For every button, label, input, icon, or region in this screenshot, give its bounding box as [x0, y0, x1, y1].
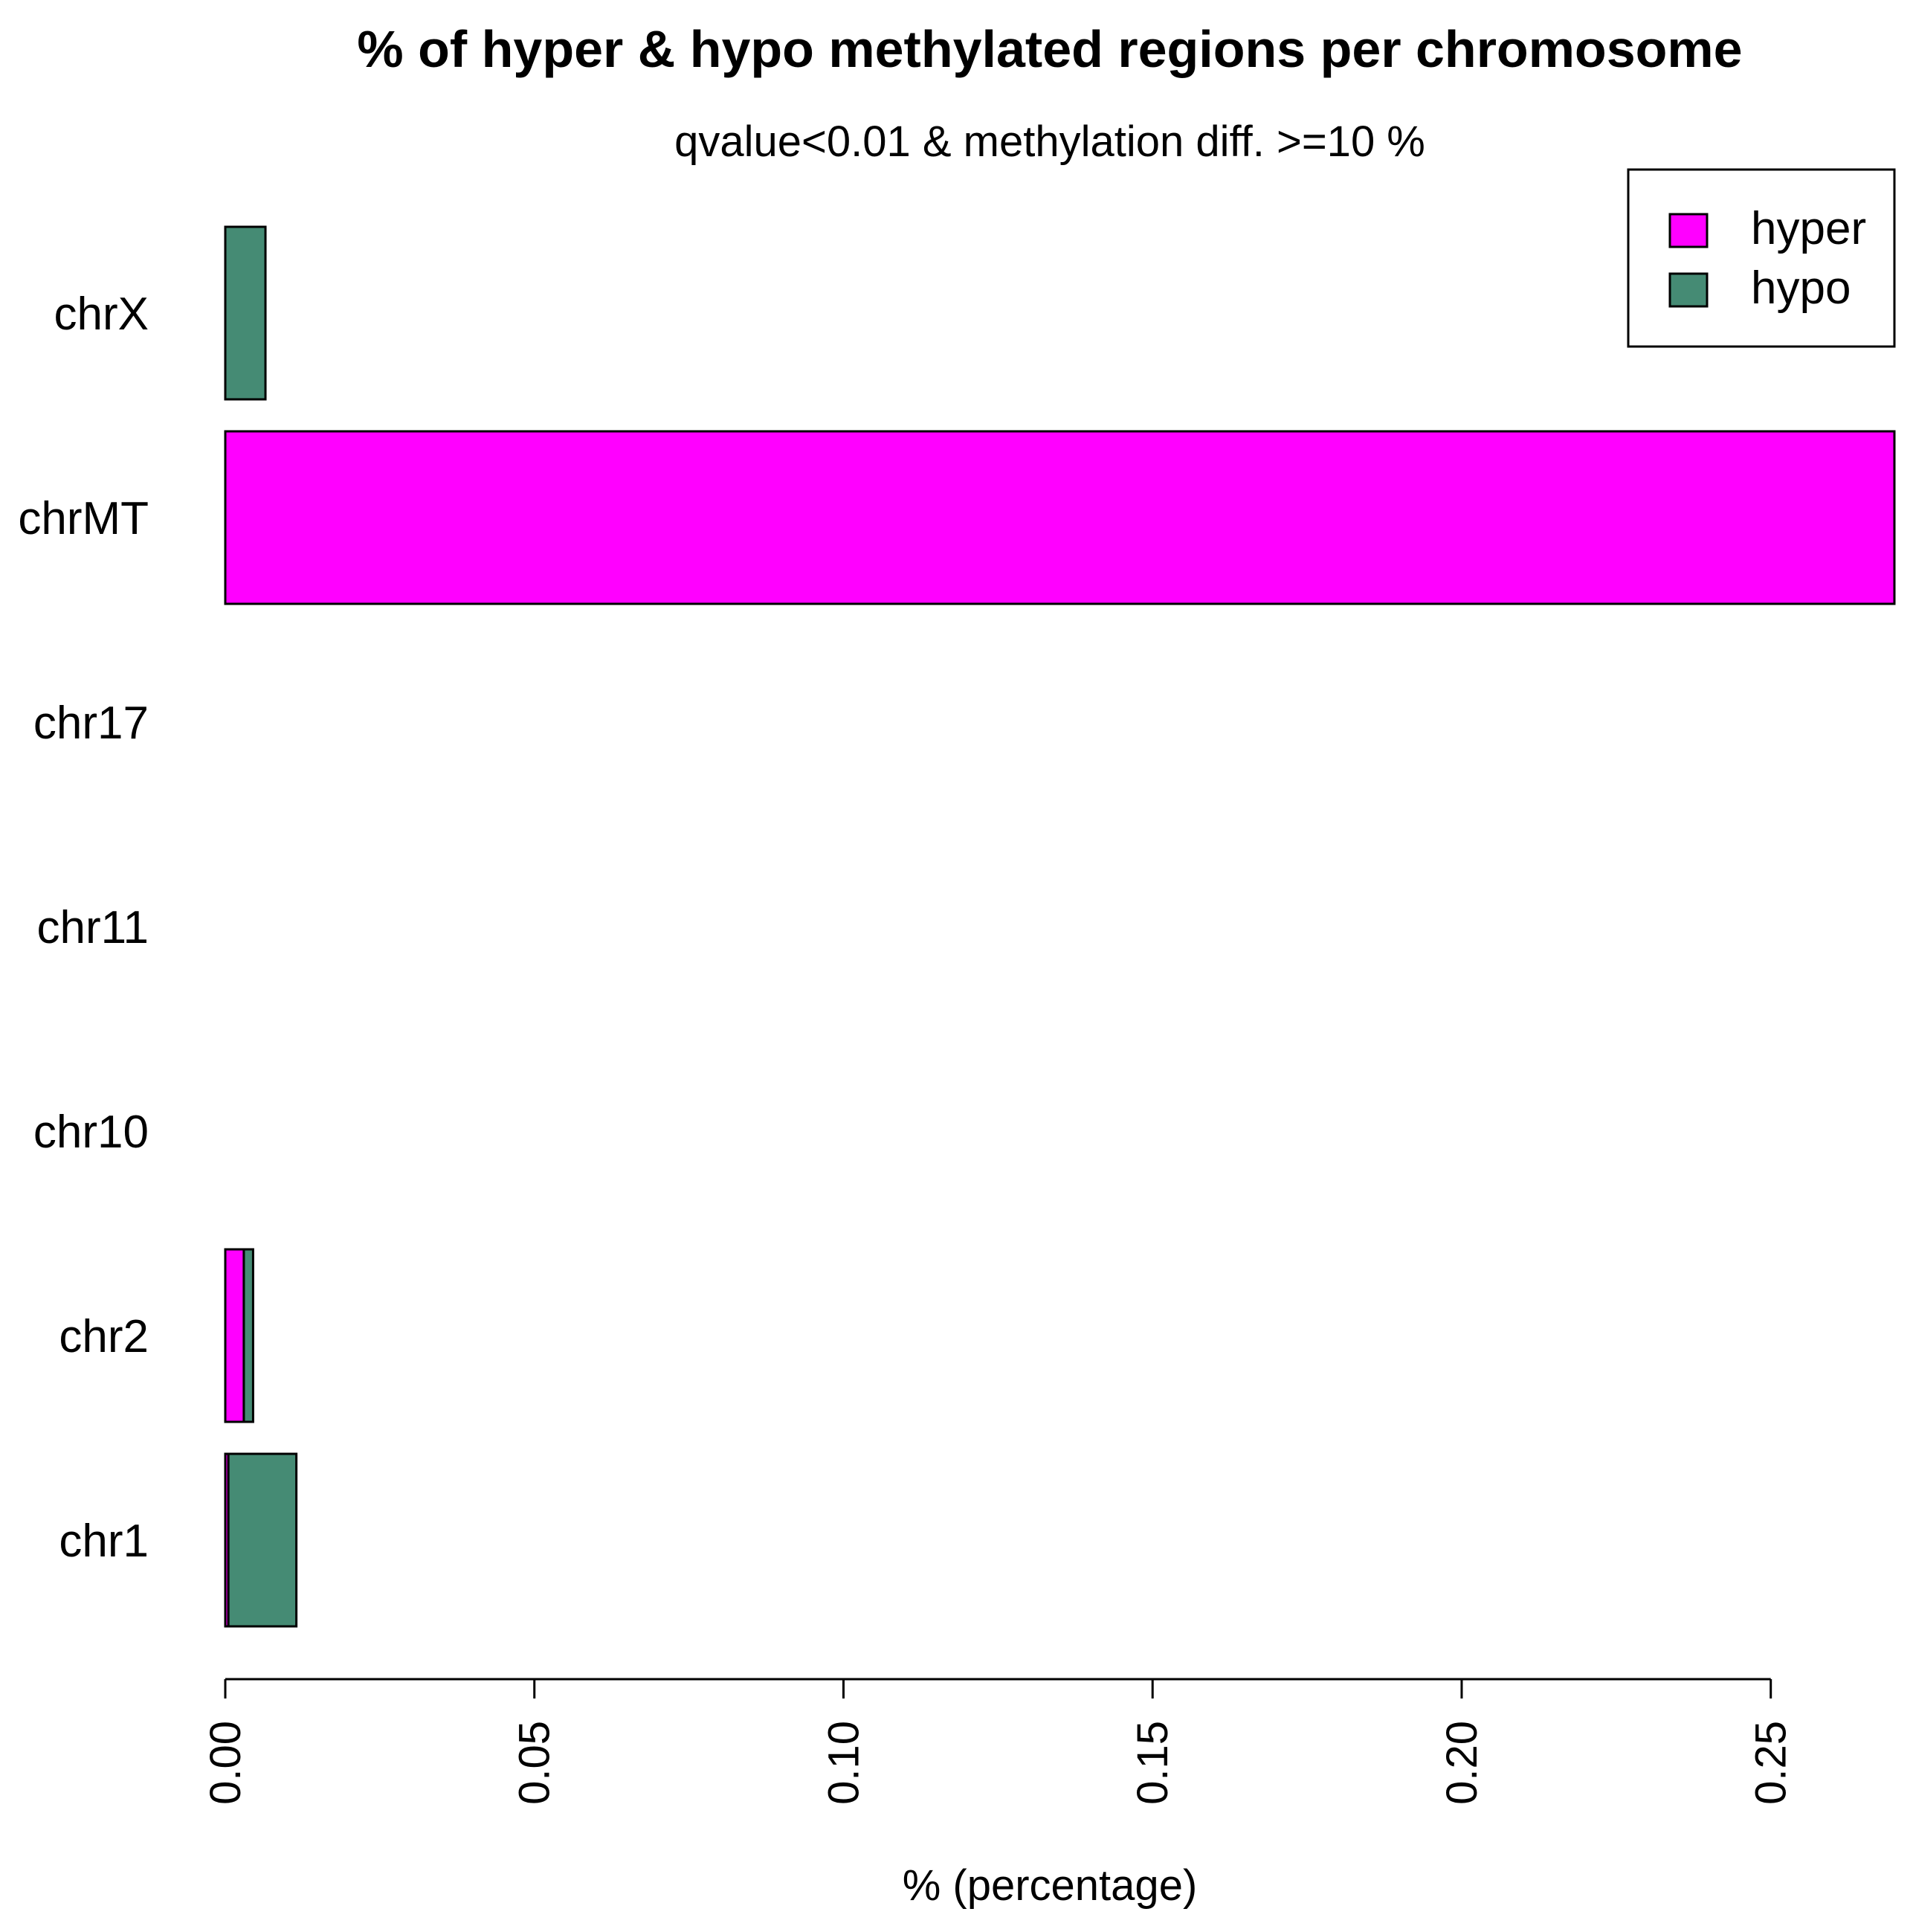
legend-swatch-hypo	[1668, 272, 1709, 308]
legend-swatch-hyper	[1668, 213, 1709, 248]
x-tick-label-5: 0.25	[1747, 1721, 1796, 1805]
chart-title: % of hyper & hypo methylated regions per…	[357, 20, 1742, 78]
category-label-chrX: chrX	[54, 289, 149, 340]
x-tick-label-0: 0.00	[201, 1721, 250, 1805]
category-label-chr1: chr1	[59, 1516, 149, 1567]
legend-label-hyper: hyper	[1751, 203, 1866, 254]
bar-chrX-hypo	[224, 225, 267, 401]
bars-layer	[224, 225, 1896, 1628]
x-tick-label-3: 0.15	[1129, 1721, 1177, 1805]
x-axis: 0.00 0.05 0.10 0.15 0.20 0.25	[201, 1678, 1796, 1805]
chart-subtitle: qvalue<0.01 & methylation diff. >=10 %	[674, 117, 1425, 166]
x-tick-label-2: 0.10	[819, 1721, 868, 1805]
bar-chrMT-hyper	[224, 430, 1896, 605]
bar-chr2-hypo	[242, 1248, 254, 1423]
legend-label-hypo: hypo	[1751, 263, 1851, 314]
category-label-chr17: chr17	[33, 698, 149, 749]
legend-box	[1627, 168, 1896, 348]
category-label-chr2: chr2	[59, 1311, 149, 1362]
category-label-chr10: chr10	[33, 1107, 149, 1158]
legend: hyper hypo	[1627, 168, 1896, 348]
bar-chr2-hyper	[224, 1248, 245, 1423]
x-tick-label-1: 0.05	[511, 1721, 559, 1805]
category-label-chr11: chr11	[37, 902, 149, 953]
x-axis-label: % (percentage)	[903, 1861, 1198, 1910]
category-label-chrMT: chrMT	[18, 493, 149, 544]
bar-chr1-hypo	[227, 1452, 298, 1628]
category-labels: chr1 chr2 chr10 chr11 chr17 chrMT chrX	[18, 289, 149, 1567]
x-tick-label-4: 0.20	[1438, 1721, 1486, 1805]
